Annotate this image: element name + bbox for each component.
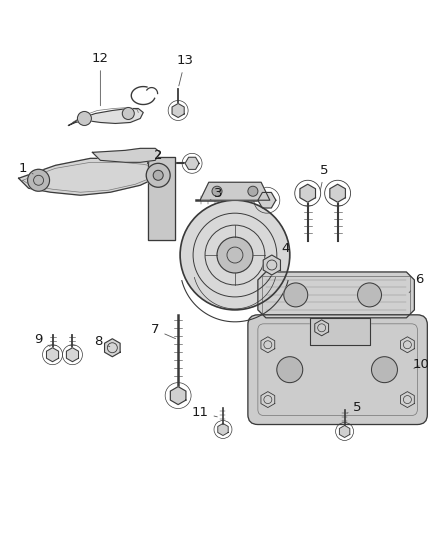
Circle shape: [153, 171, 163, 180]
Text: 13: 13: [177, 54, 194, 86]
Circle shape: [371, 357, 397, 383]
Circle shape: [357, 283, 381, 307]
Polygon shape: [148, 157, 175, 240]
Polygon shape: [67, 348, 78, 362]
Polygon shape: [172, 103, 184, 117]
Polygon shape: [170, 386, 186, 405]
Circle shape: [212, 186, 222, 196]
Text: 3: 3: [210, 187, 222, 200]
Circle shape: [28, 169, 49, 191]
Circle shape: [284, 283, 308, 307]
Circle shape: [248, 186, 258, 196]
Polygon shape: [261, 337, 275, 353]
Circle shape: [180, 200, 290, 310]
Text: 7: 7: [151, 324, 176, 338]
Circle shape: [122, 108, 134, 119]
Polygon shape: [315, 320, 328, 336]
Polygon shape: [310, 318, 370, 345]
Polygon shape: [300, 184, 315, 202]
Polygon shape: [263, 255, 280, 275]
Polygon shape: [258, 272, 414, 318]
Circle shape: [146, 163, 170, 187]
Polygon shape: [105, 339, 120, 357]
Polygon shape: [258, 192, 276, 208]
Text: 2: 2: [148, 149, 162, 163]
Polygon shape: [400, 337, 414, 353]
Circle shape: [78, 111, 92, 125]
Polygon shape: [218, 424, 228, 435]
Text: 11: 11: [191, 406, 217, 419]
Text: 4: 4: [277, 241, 290, 258]
Polygon shape: [92, 148, 160, 163]
Text: 9: 9: [35, 333, 50, 346]
Polygon shape: [68, 109, 143, 125]
Polygon shape: [19, 158, 160, 195]
Text: 10: 10: [413, 358, 430, 371]
Text: 12: 12: [92, 52, 109, 106]
Polygon shape: [330, 184, 346, 202]
Circle shape: [217, 237, 253, 273]
Circle shape: [277, 357, 303, 383]
Text: 6: 6: [409, 273, 424, 293]
FancyBboxPatch shape: [248, 315, 427, 424]
Polygon shape: [185, 157, 199, 169]
Polygon shape: [46, 348, 59, 362]
Text: 1: 1: [18, 162, 33, 175]
Text: 5: 5: [320, 164, 329, 190]
Text: 8: 8: [94, 335, 110, 348]
Text: 5: 5: [347, 401, 362, 414]
Polygon shape: [339, 425, 350, 438]
Polygon shape: [200, 182, 270, 200]
Polygon shape: [261, 392, 275, 408]
Polygon shape: [400, 392, 414, 408]
